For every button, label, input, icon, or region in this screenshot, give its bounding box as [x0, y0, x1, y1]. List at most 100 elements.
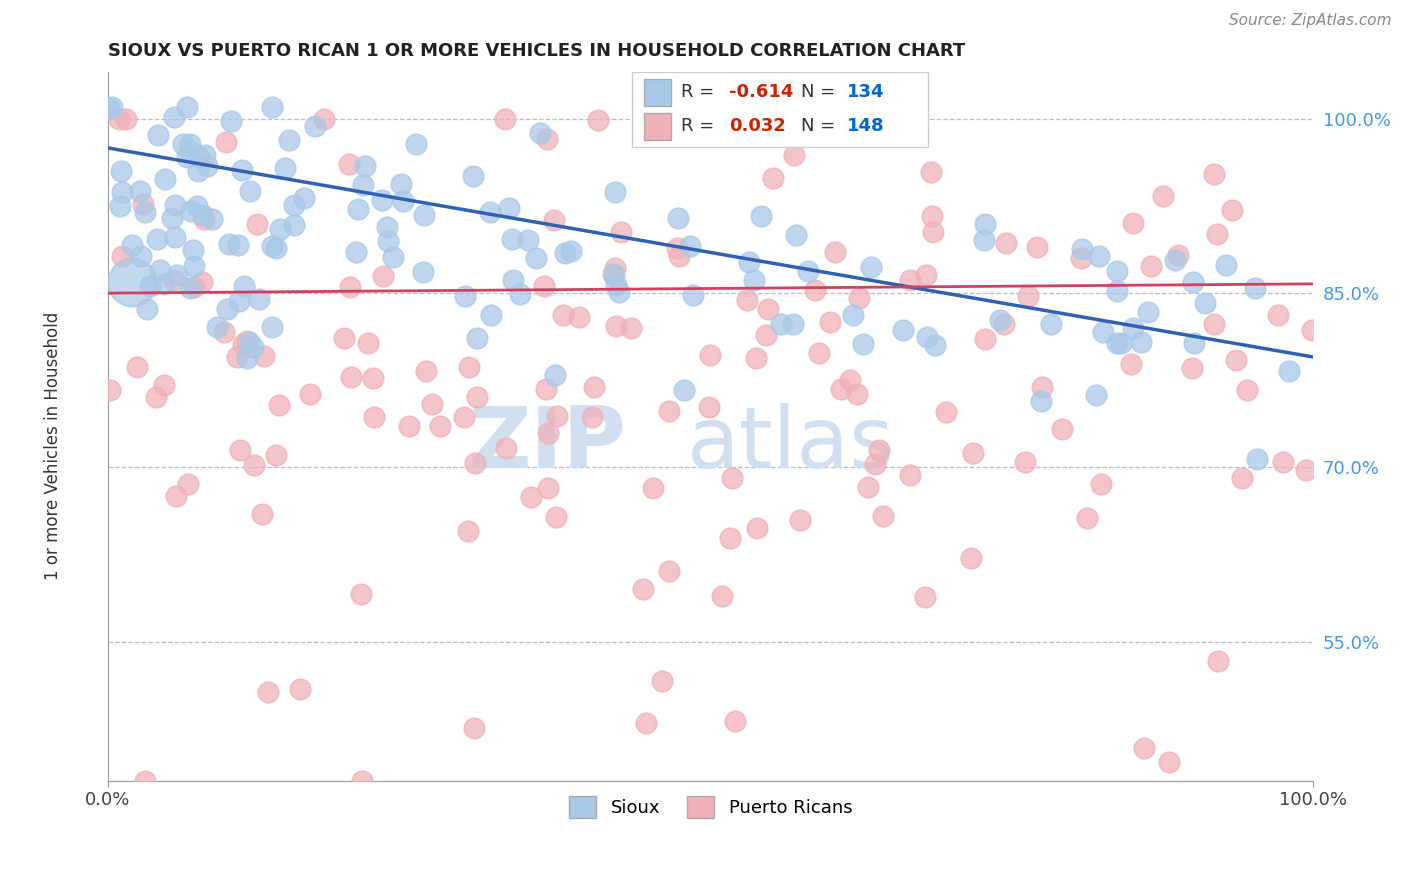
Point	[375, 219, 398, 234]
Point	[586, 112, 609, 127]
Point	[194, 148, 217, 162]
Point	[145, 232, 167, 246]
Point	[453, 410, 475, 425]
Point	[1109, 335, 1132, 350]
Point	[239, 184, 262, 198]
Text: R =: R =	[681, 83, 720, 102]
Point	[191, 275, 214, 289]
Text: 0.032: 0.032	[728, 117, 786, 136]
Text: -0.614: -0.614	[728, 83, 793, 102]
Point	[412, 265, 434, 279]
Point	[246, 217, 269, 231]
Text: N =: N =	[801, 117, 841, 136]
Point	[1014, 455, 1036, 469]
Point	[534, 383, 557, 397]
Point	[993, 318, 1015, 332]
Point	[398, 419, 420, 434]
Point	[824, 245, 846, 260]
Point	[603, 268, 626, 282]
Point	[860, 260, 883, 274]
Point	[218, 236, 240, 251]
Point	[163, 110, 186, 124]
Point	[917, 330, 939, 344]
Point	[262, 100, 284, 114]
Point	[1107, 264, 1129, 278]
Point	[115, 112, 138, 126]
Point	[666, 211, 689, 225]
Point	[1236, 384, 1258, 398]
Point	[1052, 422, 1074, 436]
Point	[163, 198, 186, 212]
Point	[350, 587, 373, 601]
Point	[678, 239, 700, 253]
Point	[461, 169, 484, 183]
Point	[405, 136, 427, 151]
Point	[187, 150, 209, 164]
Point	[1107, 285, 1129, 299]
Point	[863, 457, 886, 471]
Point	[420, 396, 443, 410]
Point	[278, 133, 301, 147]
Point	[605, 277, 627, 292]
Point	[634, 716, 657, 731]
Point	[215, 135, 238, 149]
Point	[145, 390, 167, 404]
Point	[582, 380, 605, 394]
Text: 134: 134	[846, 83, 884, 102]
Point	[1295, 463, 1317, 477]
Point	[111, 185, 134, 199]
Point	[620, 321, 643, 335]
Point	[567, 310, 589, 325]
Point	[138, 279, 160, 293]
Point	[146, 128, 169, 142]
Point	[176, 100, 198, 114]
Point	[352, 178, 374, 192]
Point	[134, 774, 156, 789]
Point	[186, 199, 208, 213]
Point	[1225, 352, 1247, 367]
Point	[868, 443, 890, 458]
Point	[381, 251, 404, 265]
Text: ZIP: ZIP	[468, 402, 626, 485]
Point	[494, 112, 516, 126]
Point	[98, 384, 121, 398]
Point	[370, 194, 392, 208]
Point	[1205, 227, 1227, 241]
Point	[1243, 281, 1265, 295]
Point	[160, 211, 183, 226]
Point	[253, 349, 276, 363]
Point	[872, 509, 894, 524]
Point	[1152, 189, 1174, 203]
Point	[354, 160, 377, 174]
Point	[602, 267, 624, 281]
Point	[1085, 388, 1108, 402]
Point	[770, 317, 793, 331]
Point	[846, 387, 869, 401]
Point	[101, 100, 124, 114]
Point	[176, 477, 198, 491]
Point	[183, 259, 205, 273]
Point	[935, 405, 957, 419]
Point	[243, 458, 266, 472]
Point	[641, 481, 664, 495]
Point	[524, 252, 547, 266]
Point	[232, 337, 254, 351]
Point	[537, 425, 560, 440]
Point	[363, 410, 385, 425]
Point	[603, 260, 626, 275]
Point	[546, 409, 568, 423]
Point	[789, 512, 811, 526]
Point	[389, 178, 412, 192]
Text: 1 or more Vehicles in Household: 1 or more Vehicles in Household	[45, 312, 62, 580]
Point	[751, 209, 773, 223]
Point	[1278, 363, 1301, 377]
FancyBboxPatch shape	[633, 72, 928, 147]
Point	[347, 202, 370, 216]
Point	[852, 337, 875, 351]
Point	[415, 364, 437, 378]
Point	[699, 400, 721, 414]
Point	[818, 315, 841, 329]
Point	[554, 245, 576, 260]
Point	[226, 238, 249, 252]
Point	[808, 346, 831, 360]
